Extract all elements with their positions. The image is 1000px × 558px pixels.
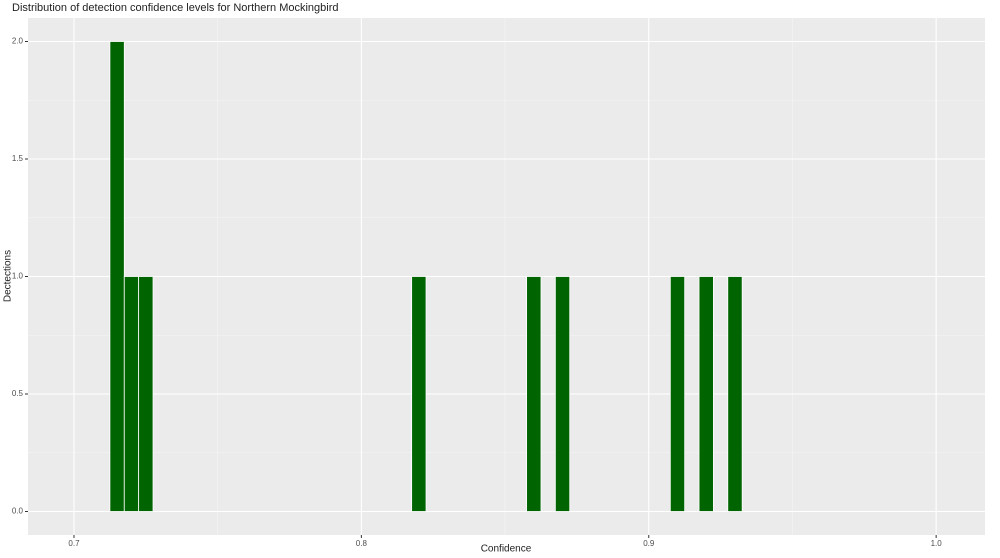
bar [123, 276, 140, 512]
bar [727, 276, 743, 512]
x-tick-label: 0.7 [68, 539, 80, 548]
x-tick-label: 1.0 [931, 539, 943, 548]
bars [109, 41, 743, 512]
bar [138, 276, 154, 512]
x-axis-title: Confidence [481, 544, 532, 555]
bar [669, 276, 686, 512]
bar [698, 276, 714, 512]
chart-title: Distribution of detection confidence lev… [12, 2, 339, 14]
bar [554, 276, 571, 512]
x-tick-label: 0.9 [643, 539, 655, 548]
y-tick-label: 1.0 [12, 272, 24, 281]
y-axis-title: Dectections [3, 250, 14, 302]
x-tick-label: 0.8 [356, 539, 368, 548]
y-tick-label: 0.0 [12, 507, 24, 516]
y-tick-label: 0.5 [12, 389, 24, 398]
grid [28, 18, 985, 535]
bar [526, 276, 542, 512]
bar [411, 276, 427, 512]
y-tick-label: 2.0 [12, 37, 24, 46]
y-tick-label: 1.5 [12, 154, 24, 163]
bar [109, 41, 125, 512]
